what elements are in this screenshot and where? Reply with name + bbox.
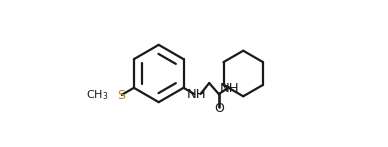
Text: O: O xyxy=(214,102,224,115)
Text: S: S xyxy=(117,89,125,102)
Text: NH: NH xyxy=(219,82,239,95)
Text: CH$_3$: CH$_3$ xyxy=(87,88,109,102)
Text: NH: NH xyxy=(187,88,207,101)
